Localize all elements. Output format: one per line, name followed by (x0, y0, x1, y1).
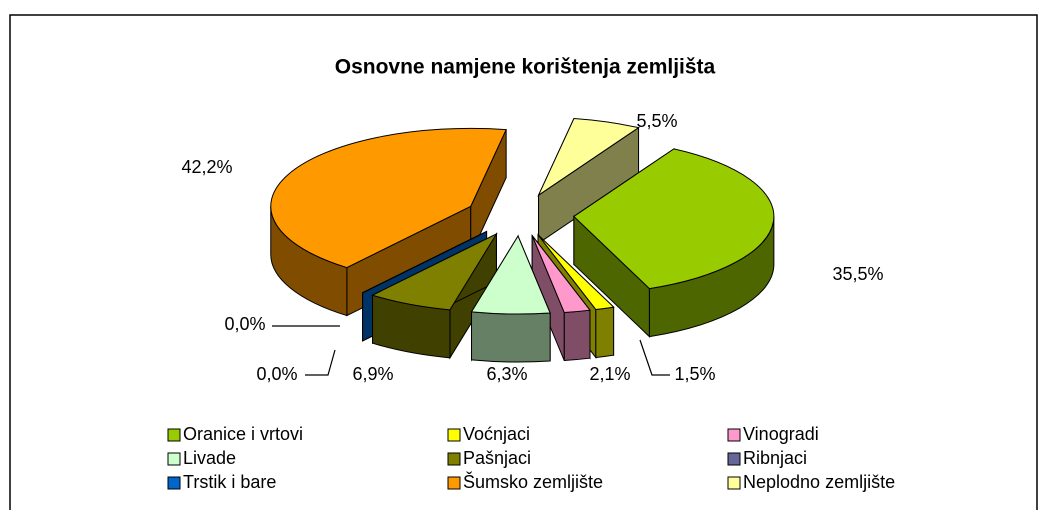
slice-top (531, 235, 591, 314)
legend-swatch (447, 476, 461, 490)
legend-label: Trstik i bare (183, 472, 276, 492)
slice-outer-side (595, 306, 615, 359)
data-label: 0,0% (224, 314, 265, 334)
legend-label: Pašnjaci (463, 448, 531, 468)
slice-top (362, 231, 487, 294)
data-label: 6,3% (486, 364, 527, 384)
data-label: 0,0% (256, 364, 297, 384)
legend-label: Voćnjaci (463, 424, 530, 444)
legend-swatch (447, 428, 461, 442)
slice-top (371, 232, 498, 311)
slice-top (573, 148, 775, 290)
legend-swatch (727, 476, 741, 490)
slice (371, 232, 498, 360)
legend-label: Vinogradi (743, 424, 819, 444)
legend-swatch (167, 452, 181, 466)
legend-label: Neplodno zemljište (743, 472, 895, 492)
chart-border (9, 14, 1038, 510)
legend-label: Šumsko zemljište (463, 471, 603, 492)
data-label: 42,2% (181, 157, 232, 177)
leader-line (639, 339, 670, 376)
slice-outer-side (563, 309, 591, 362)
slice-top (537, 234, 615, 311)
slice-top (470, 234, 551, 315)
legend-swatch (167, 428, 181, 442)
leader-line (305, 349, 336, 376)
legend-label: Ribnjaci (743, 448, 807, 468)
chart-title: Osnovne namjene korištenja zemljišta (335, 56, 716, 79)
legend-swatch (727, 428, 741, 442)
slice (531, 234, 591, 362)
legend-swatch (447, 452, 461, 466)
data-label: 5,5% (636, 111, 677, 131)
slice-top (270, 127, 507, 269)
legend-swatch (727, 452, 741, 466)
slice-top (537, 117, 640, 197)
data-label: 6,9% (352, 364, 393, 384)
data-label: 2,1% (589, 364, 630, 384)
legend-label: Livade (183, 448, 236, 468)
data-label: 35,5% (832, 264, 883, 284)
legend-label: Oranice i vrtovi (183, 424, 303, 444)
slice-outer-side (471, 311, 551, 363)
slice (573, 147, 775, 338)
slice (470, 234, 551, 363)
legend-swatch (167, 476, 181, 490)
data-label: 1,5% (674, 364, 715, 384)
